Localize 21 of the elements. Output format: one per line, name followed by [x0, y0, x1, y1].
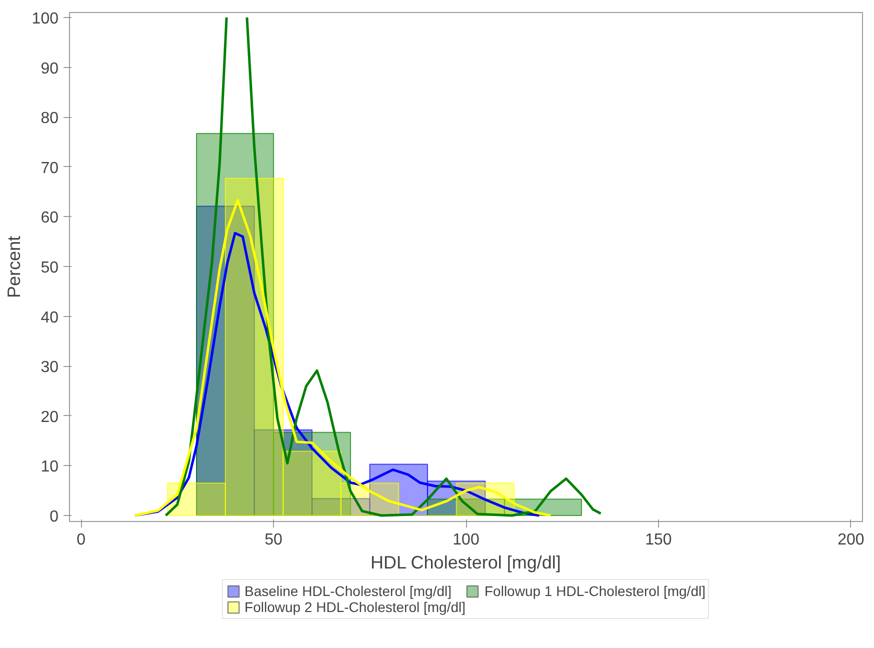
y-tick-label: 10 [40, 458, 59, 476]
y-tick-label: 0 [50, 508, 59, 526]
y-tick-label: 40 [40, 309, 59, 326]
x-axis-title: HDL Cholesterol [mg/dl] [370, 552, 561, 572]
y-tick-label: 70 [40, 160, 59, 177]
y-tick-label: 60 [40, 210, 59, 227]
y-tick-label: 100 [32, 10, 59, 28]
x-tick-label: 150 [645, 532, 672, 548]
y-tick-label: 20 [40, 408, 59, 426]
legend-label: Baseline HDL-Cholesterol [mg/dl] [244, 583, 452, 599]
y-tick-label: 90 [40, 60, 59, 78]
legend-label: Followup 1 HDL-Cholesterol [mg/dl] [484, 583, 706, 599]
y-tick-label: 30 [40, 359, 59, 376]
x-tick-label: 0 [76, 532, 86, 548]
x-tick-label: 100 [452, 532, 480, 548]
x-tick-label: 50 [264, 532, 283, 548]
legend-label: Followup 2 HDL-Cholesterol [mg/dl] [244, 599, 466, 615]
y-tick-label: 50 [40, 260, 59, 276]
y-tick-label: 80 [40, 110, 59, 128]
y-axis-title: Percent [4, 236, 24, 298]
x-tick-label: 200 [838, 532, 864, 548]
